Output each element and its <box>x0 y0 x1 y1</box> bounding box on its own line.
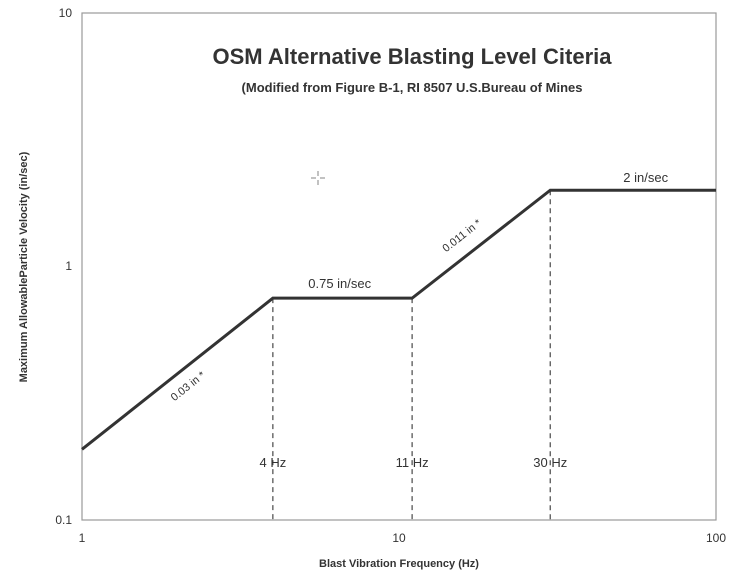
chart-title: OSM Alternative Blasting Level Citeria <box>213 44 613 69</box>
y-tick-label: 0.1 <box>55 513 72 527</box>
annotation-1: 2 in/sec <box>623 170 668 185</box>
chart-subtitle: (Modified from Figure B-1, RI 8507 U.S.B… <box>242 80 583 95</box>
crosshair-icon <box>311 171 325 185</box>
y-tick-label: 10 <box>59 6 73 20</box>
y-tick-label: 1 <box>65 259 72 273</box>
y-axis-label: Maximum AllowableParticle Velocity (in/s… <box>18 151 30 382</box>
marker-label-0: 4 Hz <box>259 455 286 470</box>
series-line-0 <box>81 188 716 451</box>
marker-label-2: 30 Hz <box>533 455 567 470</box>
x-axis-label: Blast Vibration Frequency (Hz) <box>319 558 479 570</box>
series-layer <box>81 188 716 451</box>
annotation-3: 0.011 in * <box>441 217 485 255</box>
marker-label-1: 11 Hz <box>396 455 429 470</box>
x-tick-label: 1 <box>79 531 86 545</box>
annotation-0: 0.75 in/sec <box>308 276 371 291</box>
x-tick-label: 10 <box>392 531 406 545</box>
x-tick-label: 100 <box>706 531 726 545</box>
vertical-markers: 4 Hz 11 Hz 30 Hz <box>259 190 567 520</box>
plot-area <box>81 12 717 521</box>
